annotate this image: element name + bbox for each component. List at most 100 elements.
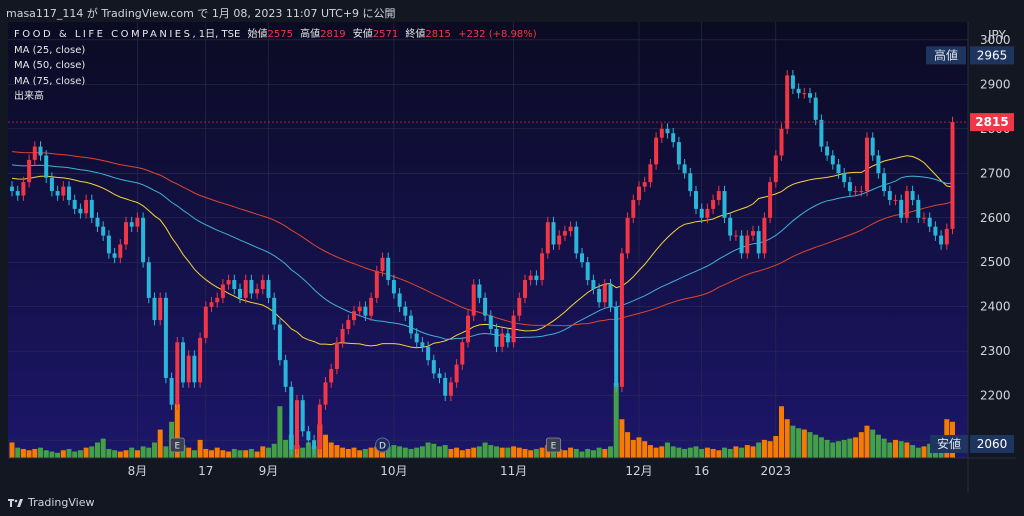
candle <box>728 212 733 241</box>
candle <box>659 123 664 144</box>
volume-bar <box>431 443 437 458</box>
volume-bar <box>927 443 933 458</box>
price-tick: 2300 <box>980 344 1011 358</box>
price-axis[interactable]: 2100220023002400250026002700280029003000 <box>980 33 1011 447</box>
high-value: 2819 <box>320 29 346 40</box>
candle <box>431 354 436 379</box>
candle <box>716 185 721 206</box>
candle <box>363 301 368 321</box>
event-marker[interactable]: E <box>169 437 185 453</box>
candle <box>505 328 510 348</box>
candle <box>27 154 32 188</box>
candle <box>32 141 37 166</box>
volume-bar <box>864 425 870 458</box>
tradingview-logo[interactable]: TradingView <box>8 496 94 509</box>
volume-bar <box>727 448 733 458</box>
candle <box>403 301 408 321</box>
candle <box>232 274 237 295</box>
candle <box>67 181 71 206</box>
candle <box>158 292 163 326</box>
candle <box>152 292 157 326</box>
indicator-volume[interactable]: 出来高 <box>14 91 44 102</box>
indicator-ma75[interactable]: MA (75, close) <box>14 75 86 87</box>
volume-bar <box>790 425 796 458</box>
candle <box>836 159 841 179</box>
time-axis[interactable]: 8月 17 9月 10月 11月 12月 16 2023 <box>128 464 791 478</box>
candle <box>146 256 151 304</box>
high-price-label: 高値 2965 <box>926 46 1014 65</box>
candle <box>671 127 676 148</box>
candle <box>209 296 214 313</box>
volume-bar <box>818 437 824 458</box>
volume-bar <box>665 442 670 458</box>
candle <box>762 212 767 259</box>
grid <box>8 22 968 458</box>
event-marker[interactable]: E <box>546 437 561 453</box>
candle <box>910 185 915 206</box>
volume-bar <box>807 432 813 458</box>
volume-bar <box>704 447 710 458</box>
candle <box>562 225 567 241</box>
volume-bar <box>152 442 157 458</box>
volume-bar <box>813 434 819 458</box>
event-marker[interactable]: D <box>375 437 390 453</box>
high-label: 高値 <box>300 29 321 40</box>
legend: FOOD & LIFE COMPANIES, 1日, TSE 始値2575 高値… <box>14 27 537 105</box>
candle <box>722 185 727 224</box>
volume-bar <box>904 442 910 458</box>
volume-bar <box>385 446 391 458</box>
candle <box>933 221 938 241</box>
volume-bar <box>761 439 767 458</box>
candle <box>768 176 773 224</box>
candle <box>859 185 864 197</box>
volume-bar <box>248 448 254 458</box>
close-label: 終値 <box>405 29 426 40</box>
candle <box>585 256 590 286</box>
volume-bar <box>26 450 32 458</box>
candle <box>637 181 641 206</box>
volume-bar <box>328 442 334 458</box>
volume-bar <box>494 446 499 458</box>
price-chart[interactable]: E D E JPY 21002200230024002500260027002800… <box>8 22 1016 492</box>
candle <box>181 336 185 388</box>
candle <box>215 292 220 308</box>
candle <box>329 363 334 388</box>
candle <box>357 301 362 317</box>
volume-bar <box>613 383 619 458</box>
candle <box>773 150 778 188</box>
volume-bar <box>893 439 898 458</box>
volume-bar <box>619 419 625 458</box>
volume-bar <box>625 432 631 458</box>
candle <box>260 274 265 295</box>
currency-label: JPY <box>987 28 1007 42</box>
candle <box>352 305 356 326</box>
candle <box>597 283 602 308</box>
candle <box>38 141 43 161</box>
volume-bar <box>710 448 716 458</box>
symbol-row[interactable]: FOOD & LIFE COMPANIES, 1日, TSE 始値2575 高値… <box>14 29 537 40</box>
svg-text:E: E <box>551 442 557 452</box>
volume-bar <box>362 448 368 458</box>
volume-bar <box>739 447 745 458</box>
indicator-ma50[interactable]: MA (50, close) <box>14 60 86 71</box>
indicator-ma25[interactable]: MA (25, close) <box>14 44 86 56</box>
candle <box>266 274 271 304</box>
candle <box>443 372 448 402</box>
svg-text:2965: 2965 <box>977 48 1008 62</box>
candle <box>540 248 545 286</box>
volume-bar <box>602 448 608 458</box>
volume-bar <box>516 447 522 458</box>
candle <box>739 230 744 259</box>
volume-bar <box>419 446 425 458</box>
candle <box>511 310 516 348</box>
candle <box>842 167 847 188</box>
attribution: masa117_114 が TradingView.com で 1月 08, 2… <box>6 7 396 20</box>
volume-bar <box>283 439 289 458</box>
volume-bar <box>716 450 722 458</box>
candle <box>340 323 345 348</box>
volume-bar <box>499 447 505 458</box>
volume-bar <box>100 438 106 458</box>
volume-bar <box>836 441 841 458</box>
volume-bar <box>841 439 847 458</box>
